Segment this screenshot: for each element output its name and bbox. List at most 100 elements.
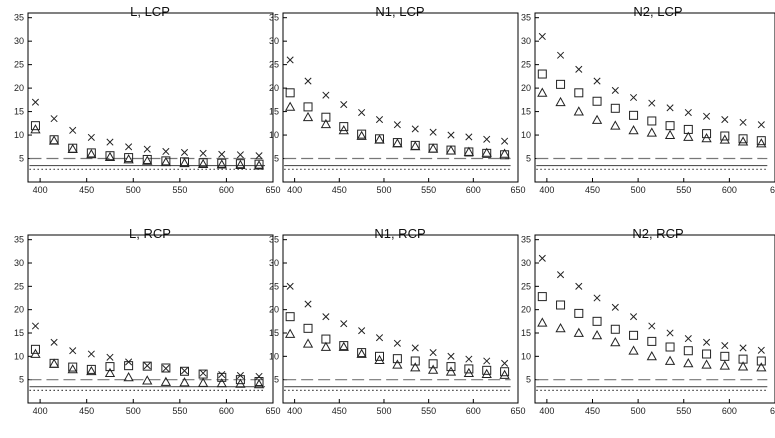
panel-3-point-cross [757, 121, 765, 129]
panel-5-y-tick-label: 15 [269, 328, 279, 338]
panel-2-point-triangle [463, 146, 475, 156]
panel-6-y-tick-label: 25 [521, 281, 531, 291]
panel-2-point-cross [465, 133, 473, 141]
panel-5-point-cross [340, 320, 348, 328]
panel-5-point-square [285, 312, 295, 322]
panel-3-point-triangle [555, 96, 566, 107]
panel-6-point-cross [538, 254, 546, 262]
panel-3-point-cross [721, 116, 729, 124]
panel-2-point-cross [483, 135, 491, 143]
panel-6-x-tick-label: 600 [722, 406, 737, 416]
panel-1-point-square [86, 148, 96, 158]
panel-4-plot-frame [27, 234, 274, 404]
panel-3-y-tick-label: 20 [521, 83, 531, 93]
panel-2-point-square [357, 129, 367, 139]
panel-6-point-square [756, 356, 766, 366]
panel-3-point-square [537, 69, 547, 79]
panel-6-plot-frame [534, 234, 775, 404]
panel-5-point-square [375, 351, 385, 361]
panel-1-x-tick-label: 650 [265, 185, 280, 195]
panel-5-point-cross [411, 344, 419, 352]
panel-4-y-tick-label: 25 [14, 281, 24, 291]
panel-3-point-cross [630, 93, 638, 102]
panel-6-point-square [665, 342, 675, 352]
panel-4-y-tick-label: 10 [14, 351, 24, 361]
panel-2-x-tick-label: 450 [332, 185, 347, 195]
panel-5-point-triangle [338, 341, 349, 351]
panel-5-point-triangle [284, 328, 296, 338]
panel-6-point-square [537, 292, 547, 302]
panel-1-point-square [142, 154, 152, 164]
panel-2-x-tick-label: 550 [421, 185, 436, 195]
panel-3-point-cross [593, 77, 601, 85]
panel-6-point-cross [739, 344, 747, 352]
panel-4-point-triangle [216, 378, 227, 388]
panel-6-point-cross [684, 335, 692, 343]
panel-6-point-cross [648, 322, 656, 330]
panel-1-point-square [198, 158, 208, 168]
panel-2-point-cross [411, 125, 419, 133]
panel-5-y-tick-label: 35 [269, 235, 279, 245]
panel-4-point-square [105, 362, 115, 372]
panel-2-point-triangle [427, 143, 439, 153]
panel-2-y-tick-label: 20 [269, 83, 279, 93]
panel-1-point-triangle [235, 159, 246, 169]
panel-3-y-tick-label: 25 [521, 60, 531, 70]
panel-1-point-cross [125, 143, 133, 151]
panel-4-y-tick-label: 35 [14, 235, 24, 245]
panel-1-point-square [30, 121, 40, 131]
panel-4-x-tick-label: 450 [79, 406, 94, 416]
panel-1-point-triangle [197, 158, 209, 169]
panel-1-point-square [217, 158, 227, 168]
panel-1-x-tick-label: 550 [172, 185, 187, 195]
panel-6-point-triangle [555, 323, 566, 333]
panel-6-point-cross [593, 294, 601, 302]
panel-3-y-tick-label: 15 [521, 107, 531, 117]
panel-1-y-tick-label: 20 [14, 83, 24, 93]
panel-1-y-tick-label: 5 [19, 154, 24, 164]
panel-6-point-triangle [701, 359, 712, 369]
panel-1-y-tick-label: 15 [14, 107, 24, 117]
panel-6-title: N2, RCP [632, 226, 683, 241]
panel-4-point-triangle [123, 372, 134, 382]
panel-6-point-triangle [683, 358, 694, 368]
panel-3-x-tick-label: 450 [585, 185, 600, 195]
panel-3-point-cross [666, 104, 674, 112]
panel-2-x-tick-label: 650 [510, 185, 525, 195]
panel-4-point-square [161, 363, 171, 373]
panel-2-plot-frame [282, 12, 519, 183]
panel-4-point-cross [162, 364, 170, 373]
panel-5-point-cross [447, 352, 455, 360]
panel-6-x-tick-label: 400 [539, 406, 554, 416]
panel-2-point-cross [286, 56, 294, 64]
panel-6-point-triangle [646, 351, 657, 361]
panel-6-point-square [720, 351, 730, 361]
panel-2-y-tick-label: 15 [269, 107, 279, 117]
panel-1-x-tick-label: 400 [33, 185, 48, 195]
panel-5-point-cross [483, 357, 491, 365]
panel-1-point-cross [255, 152, 263, 160]
panel-5-point-cross [375, 334, 384, 342]
panel-5-y-tick-label: 20 [269, 305, 279, 315]
panel-5-point-triangle [499, 369, 510, 379]
panel-1-title: L, LCP [130, 4, 170, 19]
panel-1-point-triangle [48, 135, 60, 145]
panel-3-title: N2, LCP [633, 4, 682, 19]
panel-1-point-triangle [160, 156, 172, 167]
panel-6-point-triangle [591, 330, 603, 340]
panel-4-point-cross [199, 369, 207, 377]
panel-5-point-cross [322, 313, 330, 321]
panel-3-y-tick-label: 5 [526, 154, 531, 164]
panel-4-point-cross [255, 372, 263, 380]
panel-3-point-square [756, 136, 766, 146]
panel-2-point-triangle [499, 148, 510, 158]
panel-5-point-cross [358, 327, 366, 335]
panel-5-point-cross [501, 359, 509, 367]
panel-1-x-tick-label: 500 [126, 185, 141, 195]
panel-6-point-square [683, 346, 693, 356]
panel-1-point-triangle [30, 124, 41, 134]
panel-4-point-square [30, 344, 40, 354]
panel-2-point-cross [447, 131, 455, 139]
panel-5-point-triangle [481, 368, 492, 378]
panel-3-point-triangle [591, 114, 603, 124]
